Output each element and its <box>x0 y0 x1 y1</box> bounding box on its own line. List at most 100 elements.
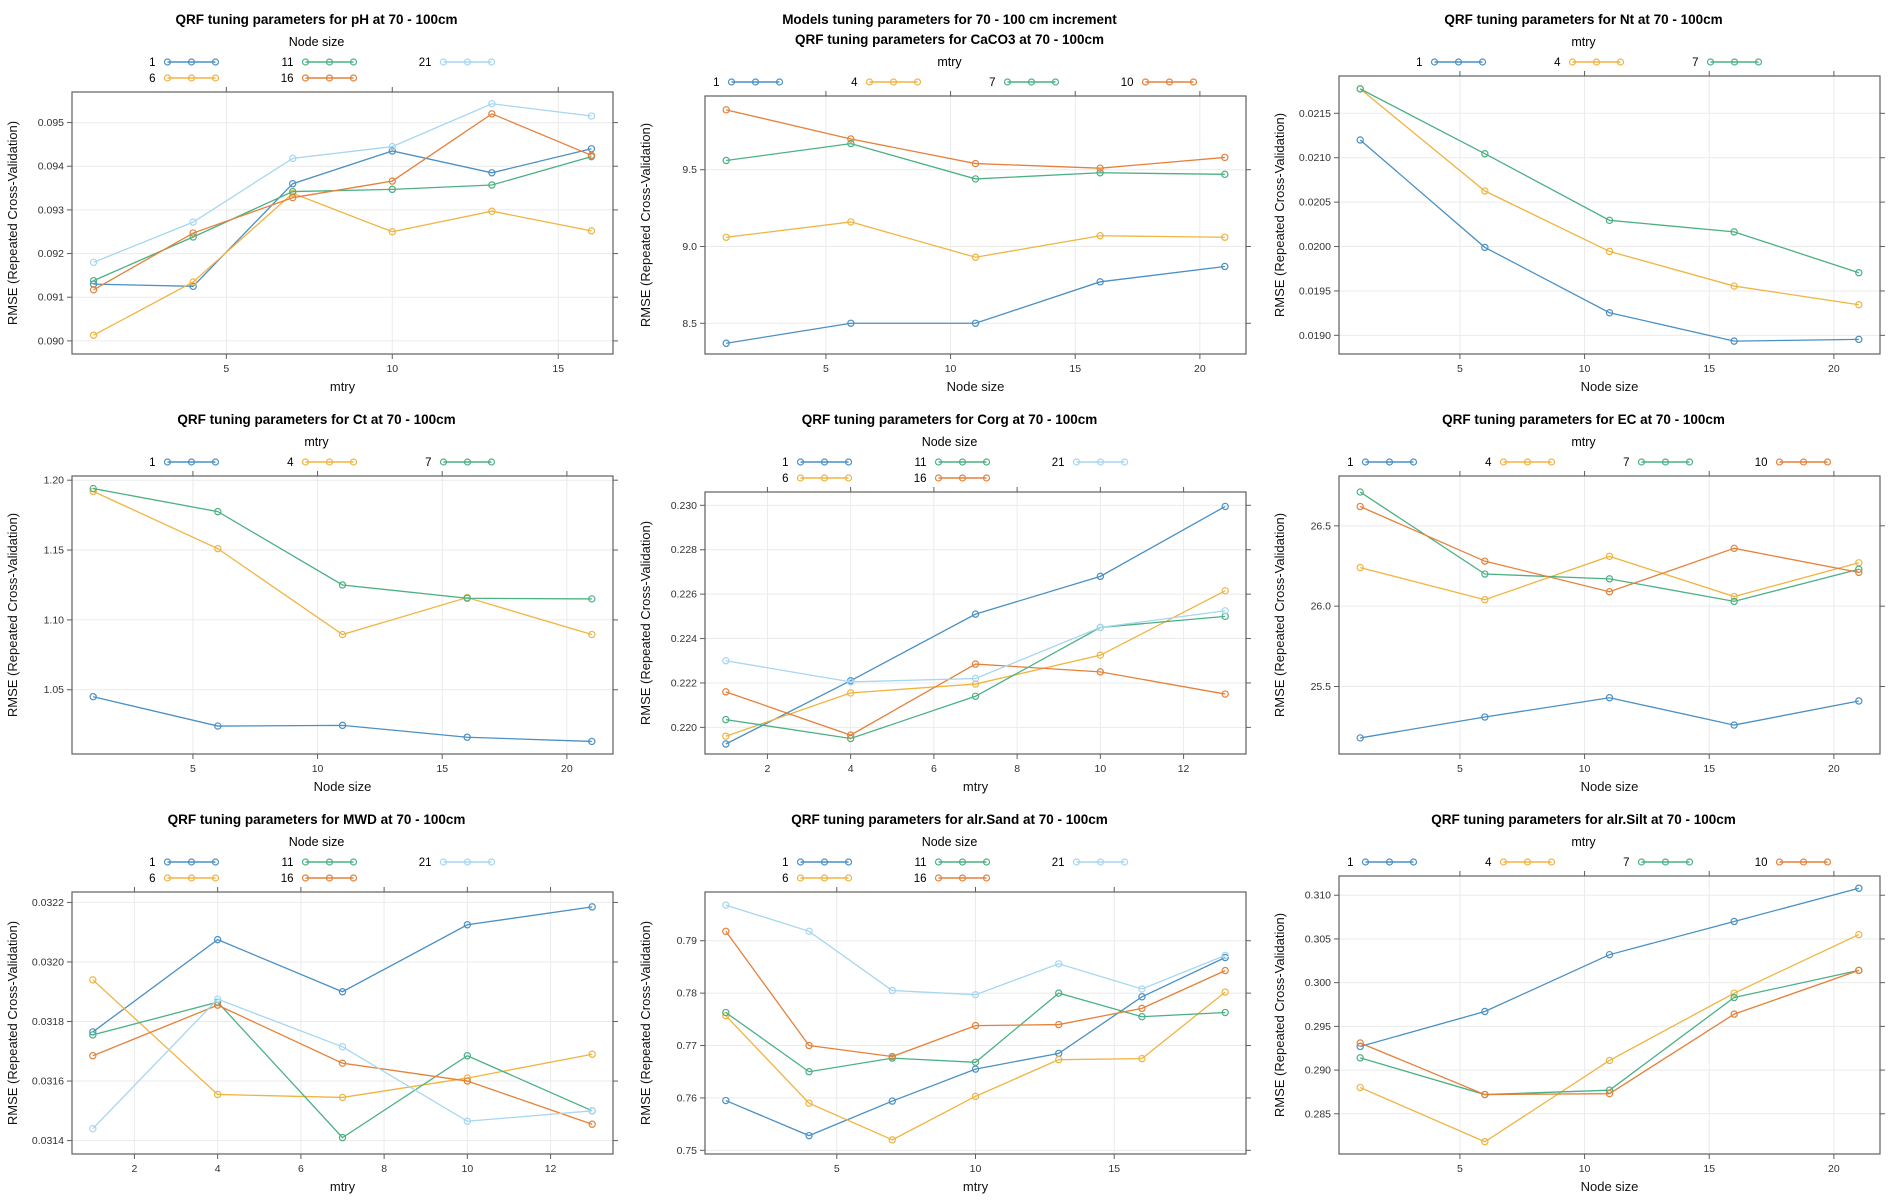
chart-panel-corg: QRF tuning parameters for Corg at 70 - 1… <box>633 400 1267 800</box>
legend-marker-circle <box>325 874 334 882</box>
data-point <box>213 1090 222 1099</box>
chart-title: QRF tuning parameters for Nt at 70 - 100… <box>1444 12 1722 27</box>
series-16 <box>89 1001 596 1128</box>
data-point <box>1356 502 1364 511</box>
data-point <box>587 145 596 153</box>
legend-marker-circle <box>1121 458 1129 466</box>
y-tick-label: 0.090 <box>38 335 64 347</box>
legend-marker-circle <box>1616 58 1624 66</box>
y-tick-label: 8.5 <box>683 318 698 330</box>
data-point <box>722 715 730 724</box>
series-line <box>92 1001 593 1139</box>
data-point <box>588 1107 596 1115</box>
series-line <box>93 113 592 291</box>
plot-box <box>704 95 1247 355</box>
data-point <box>89 487 97 496</box>
legend-marker-circle <box>349 458 358 466</box>
x-axis-label: Node size <box>1580 779 1638 794</box>
legend-marker-circle <box>1166 78 1174 86</box>
data-point <box>189 233 197 241</box>
series-21 <box>89 100 596 266</box>
data-point <box>972 1058 980 1066</box>
data-point <box>972 610 980 618</box>
x-tick-label: 12 <box>545 1163 557 1175</box>
data-point <box>189 229 197 237</box>
data-point <box>289 154 297 163</box>
chart-panel-ec: QRF tuning parameters for EC at 70 - 100… <box>1266 400 1900 800</box>
chart-title: QRF tuning parameters for alr.Sand at 70… <box>792 812 1109 827</box>
legend-marker-circle <box>1523 858 1531 866</box>
y-tick-label: 0.0200 <box>1299 241 1331 253</box>
data-point <box>1605 1056 1613 1065</box>
legend-marker-circle <box>797 458 805 466</box>
data-point <box>1096 278 1105 286</box>
gridlines <box>72 92 613 354</box>
y-tick-label: 25.5 <box>1310 681 1331 693</box>
legend-marker-circle <box>1454 58 1462 66</box>
legend-marker-circle <box>163 74 172 82</box>
y-tick-label: 0.222 <box>671 677 697 689</box>
legend-item-label: 1 <box>713 77 719 89</box>
data-point <box>1730 544 1738 553</box>
legend-marker-circle <box>983 474 991 482</box>
data-point <box>1605 552 1613 561</box>
data-point <box>338 1133 347 1142</box>
x-tick-label: 20 <box>1828 363 1840 375</box>
legend-marker-circle <box>935 474 943 482</box>
y-tick-label: 0.093 <box>38 204 64 216</box>
legend-item-label: 1 <box>1347 857 1353 869</box>
x-tick-label: 15 <box>1109 1163 1121 1175</box>
x-tick-label: 5 <box>1457 1163 1463 1175</box>
legend-item-label: 21 <box>419 57 432 69</box>
legend-item-label: 1 <box>1416 57 1422 69</box>
chart-title: QRF tuning parameters for Corg at 70 - 1… <box>802 412 1098 427</box>
data-point <box>1854 930 1863 939</box>
data-point <box>1854 568 1863 577</box>
data-point <box>488 169 496 177</box>
axis-ticks <box>1333 871 1885 1159</box>
legend-marker-circle <box>301 858 310 866</box>
series-16 <box>722 927 1230 1061</box>
chart-panel-caco3: Models tuning parameters for 70 - 100 cm… <box>633 0 1267 400</box>
y-tick-label: 0.095 <box>38 117 64 129</box>
series-11 <box>722 989 1230 1076</box>
legend-marker-circle <box>935 874 943 882</box>
data-point <box>89 693 97 701</box>
series-21 <box>722 901 1230 999</box>
legend-marker-circle <box>463 458 472 466</box>
data-point <box>1221 607 1230 615</box>
legend-marker-circle <box>845 874 853 882</box>
legend-marker-circle <box>890 78 898 86</box>
legend-marker-circle <box>1706 58 1714 66</box>
data-point <box>463 921 472 929</box>
legend-marker-circle <box>439 58 448 66</box>
series-16 <box>722 660 1230 739</box>
data-point <box>1730 1010 1738 1018</box>
y-axis-label: RMSE (Repeated Cross-Validation) <box>5 121 20 325</box>
data-point <box>1055 989 1063 997</box>
data-point <box>722 901 730 909</box>
series-line <box>725 956 1226 1137</box>
gridlines <box>705 96 1247 354</box>
legend-item-label: 21 <box>1052 457 1065 469</box>
data-point <box>1138 1004 1146 1013</box>
legend-marker-circle <box>1799 858 1807 866</box>
legend-marker-circle <box>752 78 760 86</box>
data-point <box>1221 690 1230 698</box>
data-point <box>1221 1008 1230 1017</box>
y-tick-label: 0.0195 <box>1299 285 1331 297</box>
series-line <box>93 156 592 282</box>
data-point <box>588 1120 596 1128</box>
legend-marker-circle <box>1097 458 1105 466</box>
data-point <box>1730 282 1738 290</box>
data-point <box>805 1099 814 1107</box>
data-point <box>289 179 297 188</box>
x-axis-label: mtry <box>330 1179 356 1194</box>
chart-svg-ph: QRF tuning parameters for pH at 70 - 100… <box>5 12 618 394</box>
legend-marker-circle <box>163 58 172 66</box>
chart-title: QRF tuning parameters for MWD at 70 - 10… <box>168 812 466 827</box>
series-line <box>92 998 593 1130</box>
y-axis-label: RMSE (Repeated Cross-Validation) <box>638 921 653 1125</box>
data-point <box>588 595 596 603</box>
